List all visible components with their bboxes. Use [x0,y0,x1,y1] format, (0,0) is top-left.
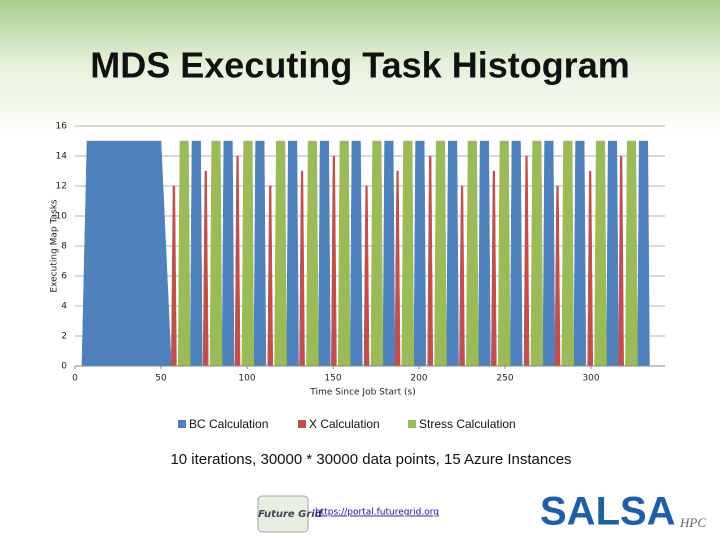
x-tick-label: 150 [324,374,341,384]
logo-text: Future Grid [258,509,323,520]
x-axis-label: Time Since Job Start (s) [309,388,415,398]
logo-right: SALSA [540,490,676,534]
y-tick-label: 8 [61,242,67,252]
x-tick-label: 0 [72,374,78,384]
legend-swatch [408,420,416,428]
x-tick-label: 300 [582,374,599,384]
x-tick-label: 250 [496,374,513,384]
legend-label: X Calculation [309,417,380,431]
x-tick-label: 200 [410,374,427,384]
logo-left: Future Grid [257,495,323,533]
area [177,140,638,367]
x-tick-label: 50 [155,374,167,384]
area [171,155,624,367]
y-tick-label: 12 [56,182,67,192]
caption: 10 iterations, 30000 * 30000 data points… [170,451,571,468]
y-tick-label: 2 [61,332,67,342]
logo-right-sub: HPC [679,515,706,530]
x-tick-label: 100 [238,374,255,384]
y-tick-label: 0 [61,362,67,372]
legend-swatch [298,420,306,428]
chart-title: MDS Executing Task Histogram [90,45,629,86]
y-tick-label: 10 [56,212,68,222]
url-link[interactable]: https://portal.futuregrid.org [315,508,439,518]
y-tick-label: 16 [56,122,68,132]
logo-box [257,495,309,533]
legend-label: BC Calculation [189,417,268,431]
y-axis-label: Executing Map Tasks [50,199,60,293]
y-tick-label: 4 [61,302,67,312]
legend-label: Stress Calculation [419,417,516,431]
legend-swatch [178,420,186,428]
y-tick-label: 6 [61,272,67,282]
y-tick-label: 14 [56,152,68,162]
